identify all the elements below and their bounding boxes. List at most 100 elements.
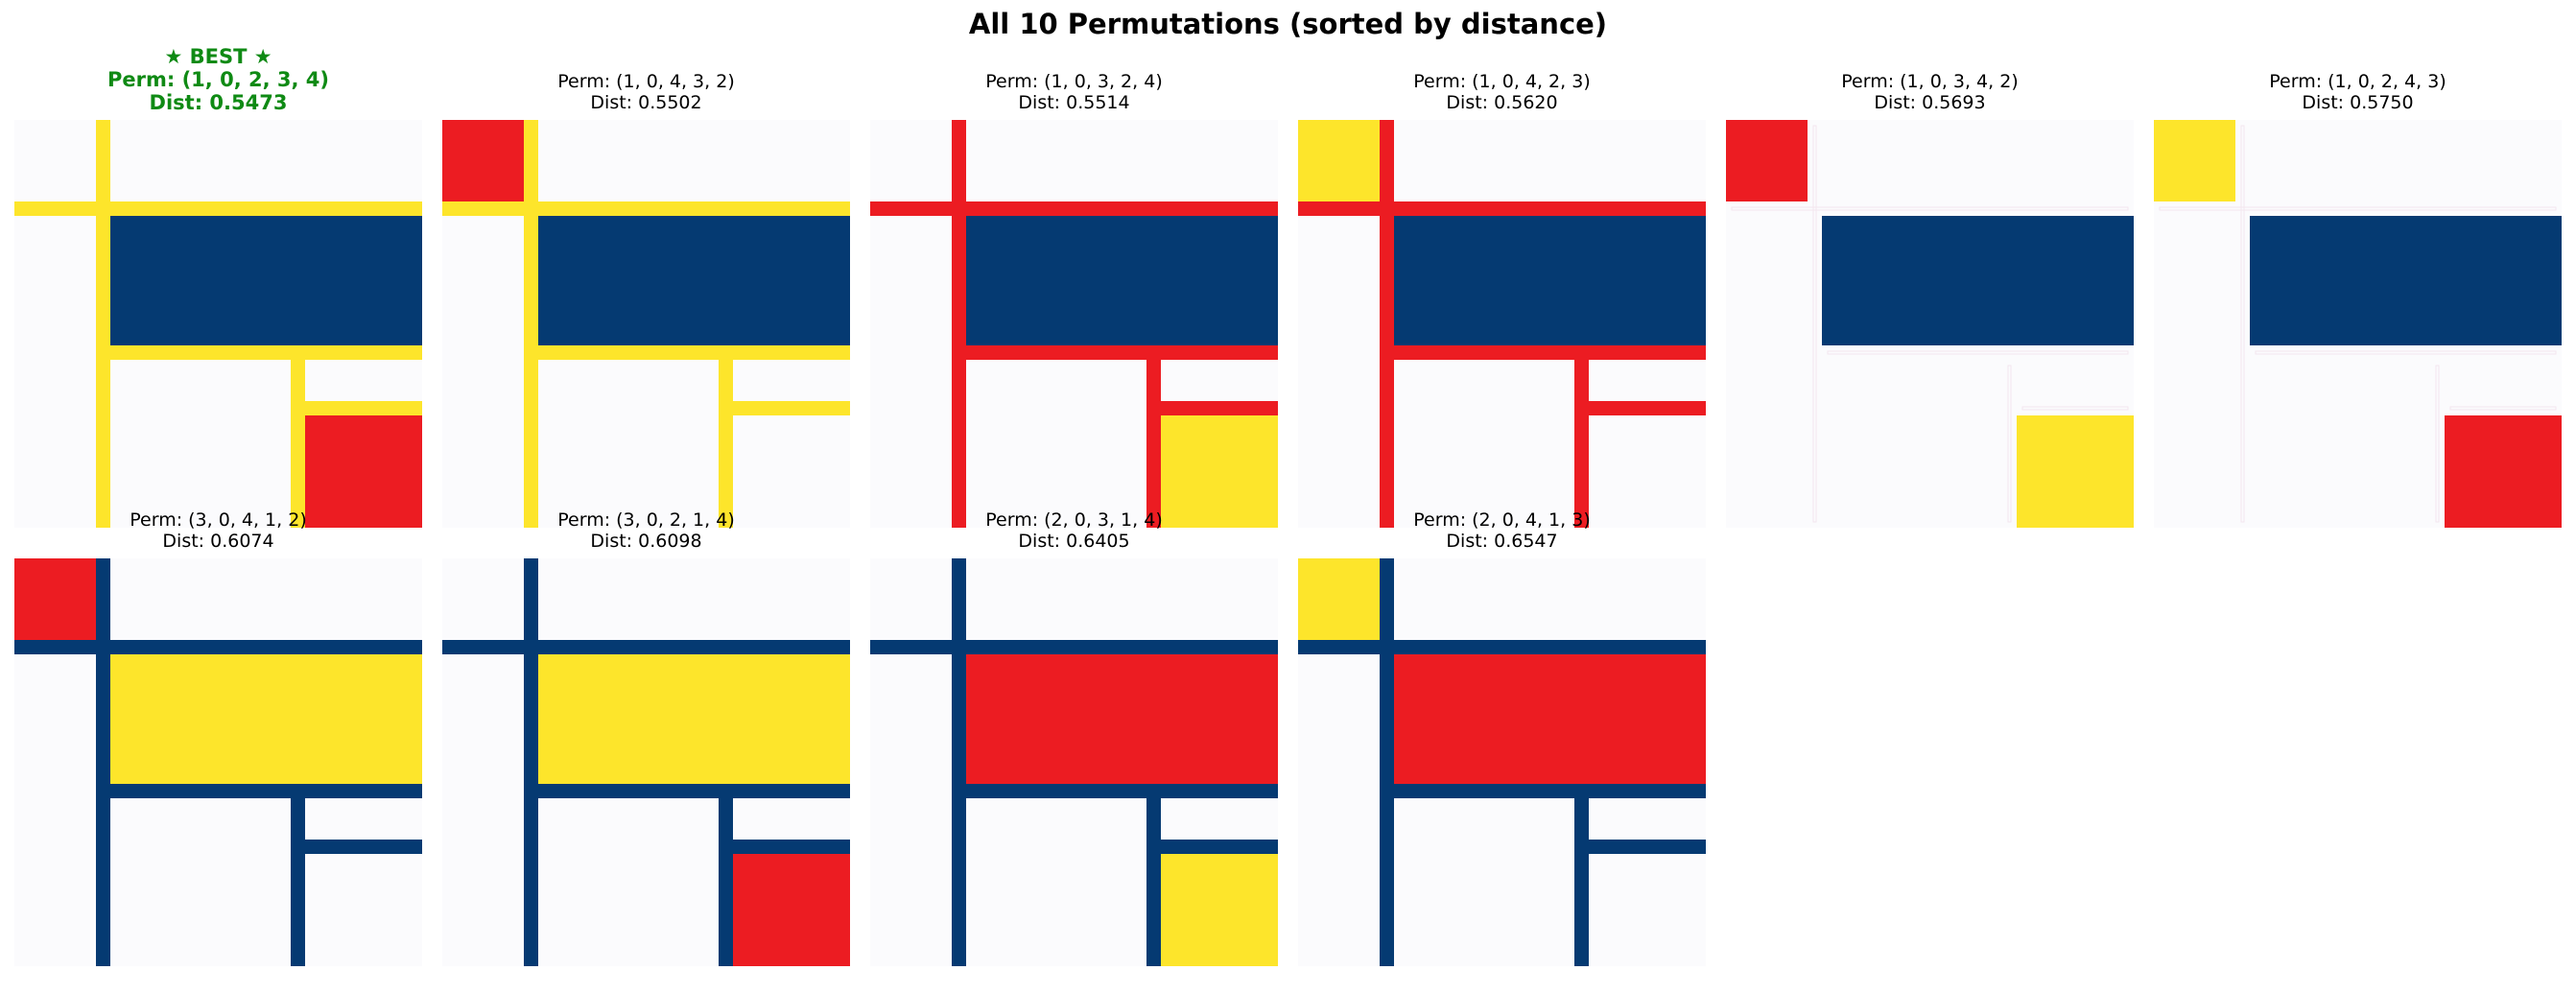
bottom-right-block <box>733 854 850 966</box>
grid-line <box>870 640 1278 654</box>
mondrian-composition <box>442 558 850 966</box>
grid-line <box>719 360 733 528</box>
perm-label: Perm: (1, 0, 2, 4, 3) <box>2269 71 2446 92</box>
top-left-block <box>870 120 952 201</box>
grid-line <box>1827 350 2129 355</box>
perm-label: Perm: (1, 0, 2, 3, 4) <box>107 68 329 91</box>
dist-label: Dist: 0.5750 <box>2302 92 2414 113</box>
grid-line <box>291 360 305 528</box>
grid-line <box>538 784 850 798</box>
dist-label: Dist: 0.6098 <box>590 531 702 552</box>
grid-line <box>1380 558 1394 966</box>
mondrian-composition <box>870 120 1278 528</box>
top-left-block <box>1298 120 1380 201</box>
mondrian-composition <box>1298 120 1706 528</box>
perm-label: Perm: (3, 0, 4, 1, 2) <box>130 509 307 531</box>
grid-line <box>110 784 422 798</box>
bottom-right-block <box>1589 415 1706 528</box>
mondrian-composition <box>14 120 422 528</box>
grid-line <box>14 640 422 654</box>
top-left-block <box>870 558 952 640</box>
panel-image <box>870 558 1278 966</box>
main-block <box>2250 216 2562 345</box>
panel-image <box>1726 120 2134 528</box>
dist-label: Dist: 0.6074 <box>162 531 274 552</box>
top-left-block <box>14 558 96 640</box>
grid-line <box>291 798 305 966</box>
dist-label: Dist: 0.5620 <box>1446 92 1558 113</box>
mondrian-composition <box>870 558 1278 966</box>
dist-label: Dist: 0.6405 <box>1018 531 1130 552</box>
grid-line <box>952 558 966 966</box>
grid-line <box>1574 360 1589 528</box>
grid-line <box>96 120 110 528</box>
bottom-right-block <box>305 854 422 966</box>
perm-label: Perm: (1, 0, 3, 4, 2) <box>1841 71 2019 92</box>
panel-image <box>1298 120 1706 528</box>
panel-image <box>14 558 422 966</box>
mondrian-composition <box>2154 120 2562 528</box>
grid-line <box>96 558 110 966</box>
bottom-right-block <box>1161 854 1278 966</box>
main-block <box>1394 654 1706 784</box>
grid-line <box>524 558 538 966</box>
best-label: ★ BEST ★ <box>164 45 272 68</box>
grid-line <box>538 345 850 360</box>
panel-image <box>1298 558 1706 966</box>
grid-line <box>1161 840 1278 854</box>
grid-line <box>1731 206 2129 211</box>
panel-image <box>2154 120 2562 528</box>
grid-line <box>2435 365 2440 523</box>
grid-line <box>733 840 850 854</box>
top-left-block <box>1726 120 1808 201</box>
grid-line <box>1394 345 1706 360</box>
grid-line <box>1298 640 1706 654</box>
grid-line <box>1589 401 1706 415</box>
mondrian-composition <box>1298 558 1706 966</box>
main-block <box>110 216 422 345</box>
panel-title: Perm: (1, 0, 4, 3, 2) Dist: 0.5502 <box>442 71 850 113</box>
panel-title: Perm: (1, 0, 4, 2, 3) Dist: 0.5620 <box>1298 71 1706 113</box>
dist-label: Dist: 0.5473 <box>149 91 288 114</box>
main-block <box>538 216 850 345</box>
panel-title: Perm: (1, 0, 2, 4, 3) Dist: 0.5750 <box>2154 71 2562 113</box>
grid-line <box>952 120 966 528</box>
grid-line <box>442 640 850 654</box>
panel-title: Perm: (1, 0, 3, 2, 4) Dist: 0.5514 <box>870 71 1278 113</box>
grid-line <box>1298 201 1706 216</box>
bottom-right-block <box>733 415 850 528</box>
main-block <box>1394 216 1706 345</box>
perm-label: Perm: (2, 0, 3, 1, 4) <box>985 509 1163 531</box>
grid-line <box>2159 206 2557 211</box>
grid-line <box>110 345 422 360</box>
panel-title: Perm: (2, 0, 4, 1, 3) Dist: 0.6547 <box>1298 509 1706 552</box>
dist-label: Dist: 0.6547 <box>1446 531 1558 552</box>
top-left-block <box>442 558 524 640</box>
grid-line <box>1161 401 1278 415</box>
figure-title: All 10 Permutations (sorted by distance) <box>968 8 1608 40</box>
dist-label: Dist: 0.5514 <box>1018 92 1130 113</box>
perm-label: Perm: (1, 0, 4, 2, 3) <box>1413 71 1591 92</box>
panel-title: ★ BEST ★ Perm: (1, 0, 2, 3, 4) Dist: 0.547… <box>14 45 422 114</box>
grid-line <box>442 201 850 216</box>
grid-line <box>1812 125 1817 523</box>
grid-line <box>966 784 1278 798</box>
panel-image <box>14 120 422 528</box>
bottom-right-block <box>305 415 422 528</box>
main-block <box>110 654 422 784</box>
grid-line <box>14 201 422 216</box>
perm-label: Perm: (2, 0, 4, 1, 3) <box>1413 509 1591 531</box>
perm-label: Perm: (3, 0, 2, 1, 4) <box>557 509 735 531</box>
dist-label: Dist: 0.5693 <box>1874 92 1986 113</box>
panel-image <box>442 558 850 966</box>
main-block <box>538 654 850 784</box>
bottom-right-block <box>2445 415 2562 528</box>
panel-image <box>870 120 1278 528</box>
panel-image <box>442 120 850 528</box>
grid-line <box>524 120 538 528</box>
grid-line <box>2449 406 2557 411</box>
grid-line <box>2240 125 2245 523</box>
grid-line <box>2007 365 2012 523</box>
panel-title: Perm: (3, 0, 2, 1, 4) Dist: 0.6098 <box>442 509 850 552</box>
